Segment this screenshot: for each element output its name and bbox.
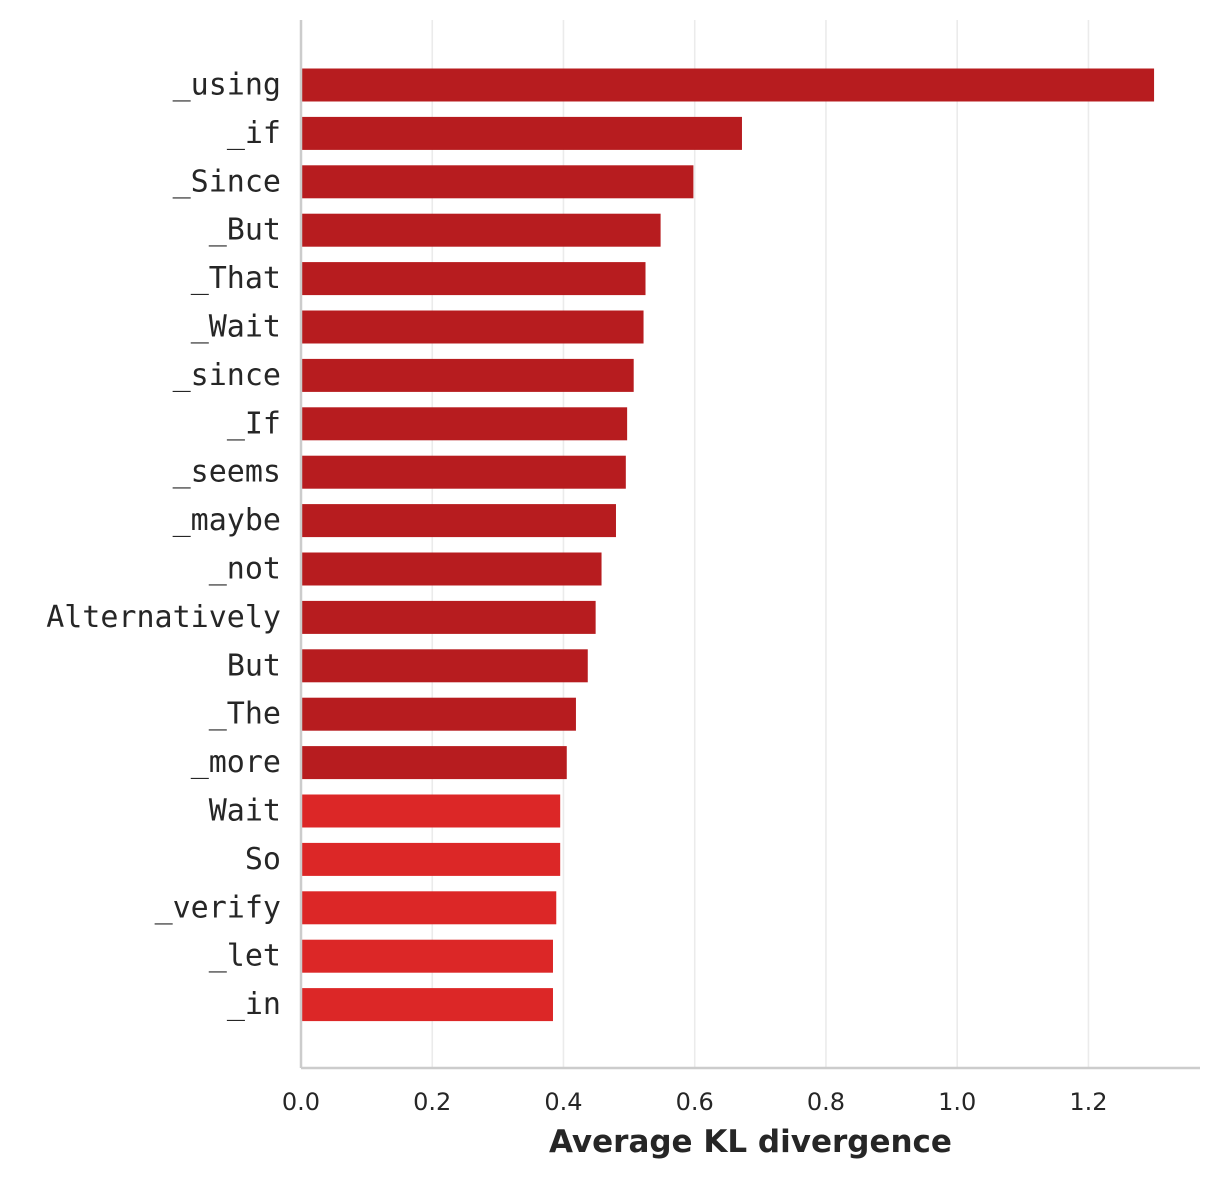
bar [301, 600, 596, 634]
y-tick-label: _maybe [173, 503, 281, 538]
y-tick-labels: _using _if _Since _But _That _Wait _since _If _s… [46, 68, 281, 1023]
y-tick-label: _Since [173, 164, 281, 199]
bar [301, 842, 561, 876]
x-tick-label: 0.2 [413, 1088, 451, 1116]
bar [301, 358, 634, 392]
bar [301, 504, 616, 538]
bar [301, 988, 553, 1022]
y-tick-label: _That [191, 261, 281, 296]
y-tick-label: _since [173, 358, 281, 393]
y-tick-label: _If [227, 406, 281, 441]
y-tick-label: _if [227, 116, 281, 151]
y-tick-label: _verify [155, 890, 281, 925]
bar [301, 794, 561, 828]
bar [301, 649, 588, 683]
y-tick-label: Alternatively [46, 600, 281, 635]
x-tick-labels: 0.0 0.2 0.4 0.6 0.8 1.0 1.2 [282, 1088, 1108, 1116]
bar [301, 552, 602, 586]
bar [301, 407, 628, 441]
y-tick-label: _not [209, 552, 281, 587]
y-tick-label: _in [227, 987, 281, 1022]
x-tick-label: 0.0 [282, 1088, 320, 1116]
bar [301, 262, 646, 296]
y-tick-label: _But [209, 213, 281, 248]
bar-layer [301, 68, 1155, 1022]
bar [301, 746, 567, 780]
y-tick-label: But [227, 648, 281, 683]
bar [301, 891, 557, 925]
y-tick-label: _The [209, 697, 281, 732]
x-tick-label: 1.2 [1069, 1088, 1107, 1116]
bar [301, 165, 694, 199]
x-tick-label: 0.6 [676, 1088, 714, 1116]
y-tick-label: _Wait [191, 310, 281, 345]
x-tick-label: 0.4 [544, 1088, 582, 1116]
axis-layer [299, 20, 1200, 1070]
x-tick-label: 1.0 [938, 1088, 976, 1116]
bar [301, 697, 576, 731]
x-tick-label: 0.8 [807, 1088, 845, 1116]
y-tick-label: So [245, 842, 281, 877]
y-tick-label: _seems [173, 455, 281, 490]
bar [301, 939, 553, 973]
bar [301, 310, 644, 344]
x-axis-label: Average KL divergence [549, 1124, 952, 1160]
y-tick-label: Wait [209, 794, 281, 829]
bar [301, 213, 661, 247]
bar [301, 455, 626, 489]
y-tick-label: _more [191, 745, 281, 780]
bar [301, 116, 742, 150]
y-tick-label: _using [173, 68, 281, 103]
y-tick-label: _let [209, 939, 281, 974]
bar [301, 68, 1155, 102]
